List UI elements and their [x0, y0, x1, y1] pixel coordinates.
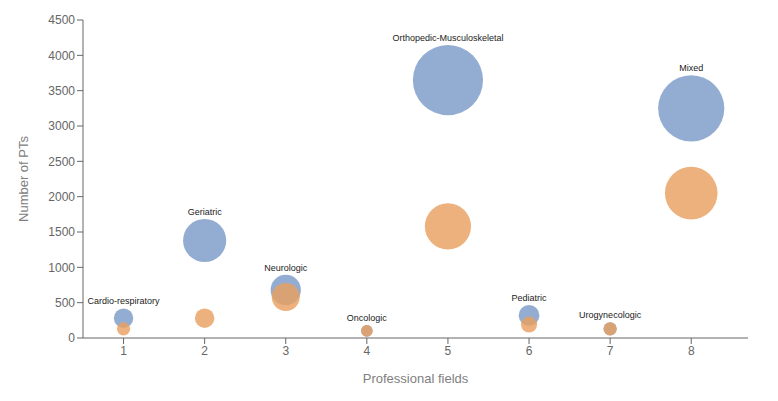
svg-text:Pediatric: Pediatric: [512, 293, 548, 303]
svg-text:Mixed: Mixed: [679, 63, 703, 73]
svg-text:Neurologic: Neurologic: [264, 263, 308, 273]
svg-text:Number of PTs: Number of PTs: [16, 136, 31, 222]
svg-text:0: 0: [68, 331, 75, 345]
svg-text:Professional fields: Professional fields: [363, 371, 469, 386]
svg-text:4000: 4000: [48, 49, 75, 63]
svg-text:Oncologic: Oncologic: [347, 313, 388, 323]
svg-text:2: 2: [201, 344, 208, 358]
svg-text:3500: 3500: [48, 84, 75, 98]
svg-text:6: 6: [526, 344, 533, 358]
svg-text:1500: 1500: [48, 225, 75, 239]
svg-text:Orthopedic-Musculoskeletal: Orthopedic-Musculoskeletal: [392, 33, 503, 43]
svg-text:7: 7: [607, 344, 614, 358]
svg-text:1: 1: [120, 344, 127, 358]
svg-text:4500: 4500: [48, 13, 75, 27]
svg-text:Cardio-respiratory: Cardio-respiratory: [88, 296, 161, 306]
svg-text:2000: 2000: [48, 190, 75, 204]
svg-text:1000: 1000: [48, 261, 75, 275]
svg-text:Geriatric: Geriatric: [188, 207, 223, 217]
svg-text:4: 4: [363, 344, 370, 358]
svg-text:8: 8: [688, 344, 695, 358]
svg-text:2500: 2500: [48, 155, 75, 169]
svg-text:500: 500: [55, 296, 75, 310]
svg-text:3000: 3000: [48, 119, 75, 133]
svg-text:3: 3: [282, 344, 289, 358]
svg-text:Urogynecologic: Urogynecologic: [579, 310, 642, 320]
svg-text:5: 5: [445, 344, 452, 358]
